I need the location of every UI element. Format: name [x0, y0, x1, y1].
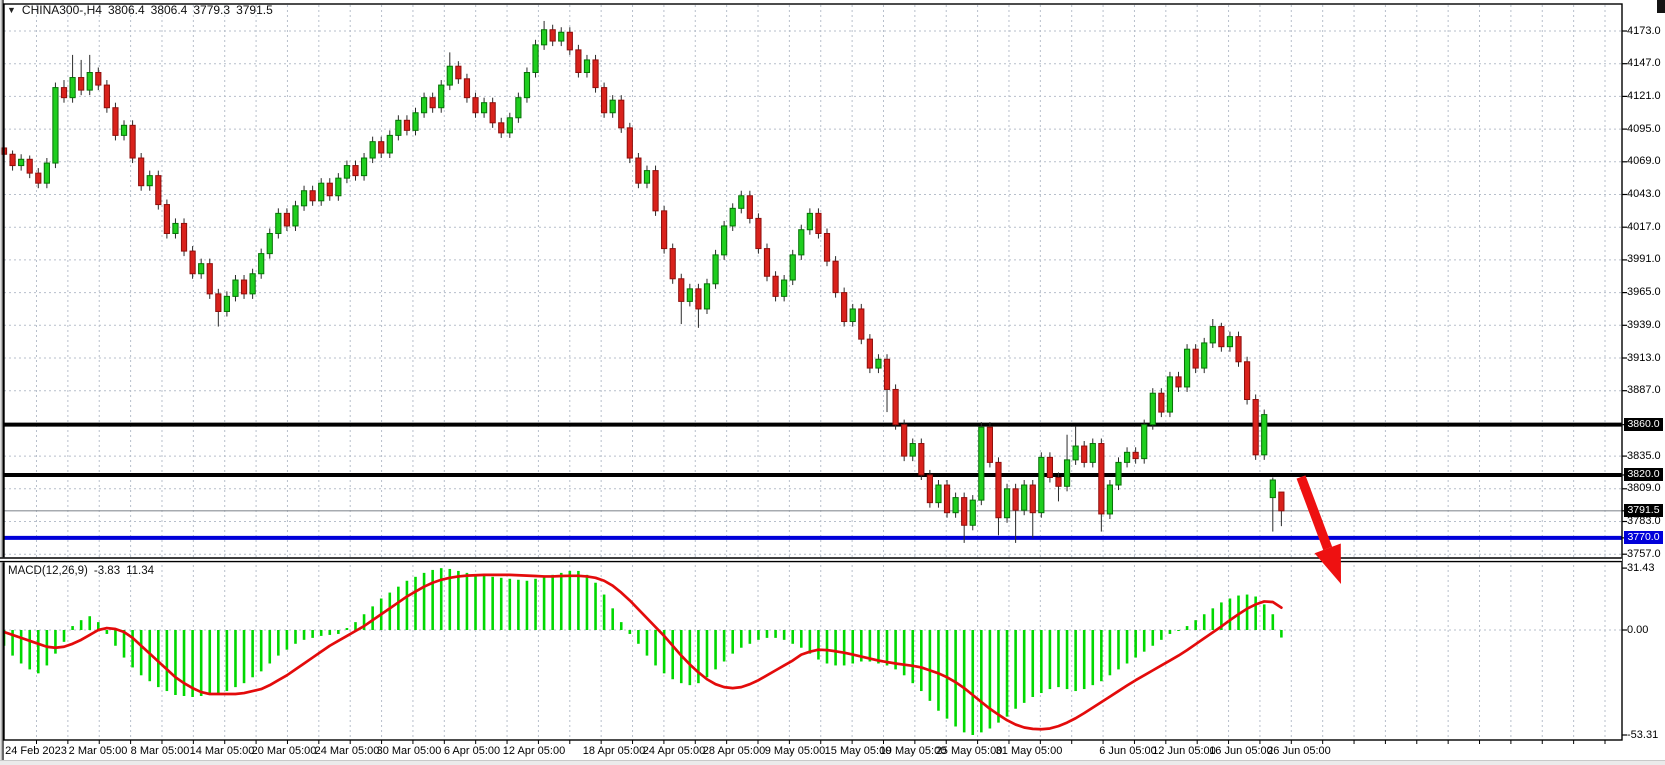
macd-main-value: -3.83: [93, 565, 121, 577]
ohlc-close: 3791.5: [236, 3, 273, 17]
time-axis-label: 6 Jun 05:00: [1099, 745, 1157, 757]
time-axis-label: 19 May 05:00: [879, 745, 947, 757]
price-axis-label: 3913.0: [1627, 351, 1661, 364]
macd-name: MACD(12,26,9): [8, 565, 88, 577]
window-bottom-edge: [0, 760, 1665, 765]
price-level-badge: 3770.0: [1624, 531, 1663, 545]
price-axis-label: 4095.0: [1627, 122, 1661, 135]
price-axis-label: 4043.0: [1627, 188, 1661, 200]
chart-header: ▼ CHINA300-,H4 3806.4 3806.4 3779.3 3791…: [7, 3, 273, 17]
macd-indicator-label: MACD(12,26,9) -3.83 11.34: [8, 565, 154, 577]
time-axis-label: 6 Apr 05:00: [443, 745, 501, 757]
time-axis-label: 16 Jun 05:00: [1209, 745, 1273, 757]
price-axis-label: 4017.0: [1627, 220, 1661, 233]
ohlc-open: 3806.4: [107, 3, 145, 17]
time-axis-label: 15 May 05:00: [824, 745, 892, 757]
time-axis-label: 30 Mar 05:00: [376, 745, 442, 757]
time-axis-label: 25 May 05:00: [935, 745, 1003, 757]
macd-axis-label: 31.43: [1627, 561, 1655, 574]
price-axis-label: 3991.0: [1627, 253, 1661, 266]
price-level-badge: 3820.0: [1624, 468, 1663, 482]
ohlc-low: 3779.3: [193, 3, 231, 17]
time-axis-label: 24 Feb 2023: [5, 745, 67, 757]
macd-axis-label: -53.31: [1627, 728, 1659, 741]
time-axis-label: 8 Mar 05:00: [130, 745, 190, 757]
time-axis-label: 9 May 05:00: [764, 745, 826, 757]
time-axis-label: 24 Mar 05:00: [314, 745, 380, 757]
symbol-dropdown-icon[interactable]: ▼: [7, 5, 16, 15]
price-axis-label: 3783.0: [1627, 515, 1661, 527]
price-axis-label: 3809.0: [1627, 482, 1661, 495]
time-axis-label: 2 Mar 05:00: [68, 745, 128, 757]
price-axis-label: 4147.0: [1627, 57, 1661, 70]
price-axis-label: 3835.0: [1627, 449, 1661, 462]
time-axis-label: 12 Apr 05:00: [502, 745, 566, 757]
price-level-badge: 3791.5: [1624, 504, 1663, 518]
down-arrow-annotation[interactable]: [1296, 475, 1341, 584]
price-axis-label: 4121.0: [1627, 89, 1661, 102]
candles: [0, 20, 1285, 543]
price-axis-label: 4069.0: [1627, 155, 1661, 168]
macd-signal-line: [2, 573, 1283, 731]
macd-signal-value: 11.34: [126, 565, 155, 577]
price-axis-label: 3939.0: [1627, 318, 1661, 331]
ohlc-high: 3806.4: [150, 3, 188, 17]
time-axis-label: 24 Apr 05:00: [642, 745, 706, 757]
symbol-label: CHINA300-,H4: [21, 3, 102, 17]
price-axis-label: 3965.0: [1627, 286, 1661, 299]
macd-axis-label: 0.00: [1627, 623, 1649, 636]
time-axis-label: 28 Apr 05:00: [702, 745, 766, 757]
price-axis-label: 3757.0: [1627, 547, 1661, 560]
level-lines[interactable]: [4, 422, 1622, 540]
time-axis-label: 12 Jun 05:00: [1152, 745, 1216, 757]
time-axis-label: 20 Mar 05:00: [251, 745, 317, 757]
time-axis-label: 18 Apr 05:00: [582, 745, 646, 757]
time-axis-label: 26 Jun 05:00: [1267, 745, 1331, 757]
time-axis-label: 14 Mar 05:00: [189, 745, 255, 757]
window-corner-artifact: [1657, 0, 1665, 13]
price-axis-label: 3887.0: [1627, 384, 1661, 397]
price-level-badge: 3860.0: [1624, 418, 1663, 432]
price-axis-label: 4173.0: [1627, 24, 1661, 37]
time-axis-label: 31 May 05:00: [995, 745, 1063, 757]
